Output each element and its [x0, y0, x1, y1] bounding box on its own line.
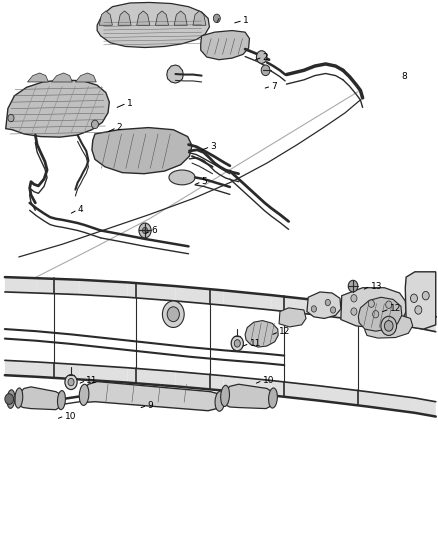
Polygon shape — [415, 398, 436, 417]
Circle shape — [351, 295, 357, 302]
Polygon shape — [80, 365, 127, 383]
Polygon shape — [271, 295, 319, 316]
Circle shape — [256, 51, 267, 63]
Ellipse shape — [169, 170, 195, 185]
Circle shape — [373, 311, 379, 318]
Circle shape — [234, 340, 240, 347]
Circle shape — [8, 114, 14, 122]
Circle shape — [385, 320, 393, 331]
Circle shape — [261, 65, 270, 76]
Circle shape — [162, 301, 184, 327]
Circle shape — [311, 306, 317, 312]
Polygon shape — [223, 384, 275, 409]
Circle shape — [213, 14, 220, 22]
Ellipse shape — [79, 384, 89, 406]
Circle shape — [410, 294, 417, 303]
Text: 12: 12 — [390, 304, 401, 313]
Polygon shape — [5, 277, 36, 293]
Ellipse shape — [268, 388, 277, 408]
Circle shape — [348, 280, 358, 292]
Ellipse shape — [215, 391, 225, 411]
Polygon shape — [36, 278, 80, 295]
Polygon shape — [223, 290, 271, 310]
Circle shape — [68, 378, 74, 386]
Text: 1: 1 — [127, 99, 132, 108]
Text: 11: 11 — [250, 339, 261, 348]
Text: 13: 13 — [371, 281, 382, 290]
Circle shape — [92, 120, 99, 128]
Circle shape — [65, 375, 77, 390]
Polygon shape — [167, 65, 184, 83]
Polygon shape — [367, 306, 415, 327]
Text: 10: 10 — [262, 376, 274, 385]
Ellipse shape — [57, 391, 65, 410]
Polygon shape — [28, 73, 48, 82]
Polygon shape — [51, 73, 72, 82]
Ellipse shape — [221, 385, 230, 407]
Polygon shape — [127, 368, 176, 386]
Circle shape — [325, 300, 330, 306]
Circle shape — [231, 336, 244, 351]
Text: 9: 9 — [147, 401, 153, 410]
Polygon shape — [82, 382, 223, 411]
Text: 6: 6 — [152, 226, 157, 235]
Polygon shape — [307, 292, 341, 318]
Polygon shape — [127, 282, 176, 301]
Polygon shape — [201, 30, 250, 60]
Text: 3: 3 — [210, 142, 216, 151]
Circle shape — [386, 301, 392, 309]
Polygon shape — [319, 386, 367, 407]
Polygon shape — [193, 11, 206, 25]
Text: 8: 8 — [402, 72, 407, 81]
Polygon shape — [405, 272, 436, 329]
Text: 1: 1 — [243, 16, 249, 25]
Polygon shape — [245, 320, 278, 347]
Polygon shape — [415, 313, 436, 332]
Polygon shape — [75, 73, 96, 82]
Text: 10: 10 — [64, 411, 76, 421]
Polygon shape — [137, 11, 150, 25]
Polygon shape — [176, 372, 223, 391]
Polygon shape — [36, 362, 80, 379]
Circle shape — [381, 317, 396, 335]
Polygon shape — [341, 288, 406, 327]
Polygon shape — [223, 376, 271, 395]
Polygon shape — [80, 280, 127, 297]
Circle shape — [368, 300, 374, 308]
Circle shape — [330, 307, 336, 313]
Text: 2: 2 — [117, 123, 122, 132]
Polygon shape — [6, 80, 110, 137]
Polygon shape — [271, 381, 319, 401]
Polygon shape — [367, 392, 415, 413]
Polygon shape — [5, 360, 36, 377]
Circle shape — [139, 223, 151, 238]
Polygon shape — [319, 301, 367, 321]
Polygon shape — [155, 11, 169, 25]
Polygon shape — [99, 11, 113, 25]
Polygon shape — [279, 308, 306, 327]
Polygon shape — [174, 11, 187, 25]
Circle shape — [351, 308, 357, 316]
Text: 11: 11 — [86, 376, 98, 385]
Circle shape — [167, 307, 180, 321]
Text: 7: 7 — [271, 82, 277, 91]
Ellipse shape — [7, 390, 15, 408]
Polygon shape — [176, 286, 223, 305]
Polygon shape — [365, 314, 413, 338]
Polygon shape — [92, 127, 192, 174]
Polygon shape — [358, 297, 402, 331]
Text: 5: 5 — [201, 177, 207, 186]
Polygon shape — [18, 387, 63, 410]
Circle shape — [415, 306, 422, 314]
Polygon shape — [118, 11, 131, 25]
Text: 4: 4 — [78, 205, 83, 214]
Text: 12: 12 — [279, 327, 290, 336]
Text: 2: 2 — [262, 53, 268, 62]
Ellipse shape — [15, 388, 23, 408]
Polygon shape — [97, 3, 209, 47]
Circle shape — [422, 292, 429, 300]
Circle shape — [142, 227, 148, 233]
Circle shape — [5, 394, 14, 405]
